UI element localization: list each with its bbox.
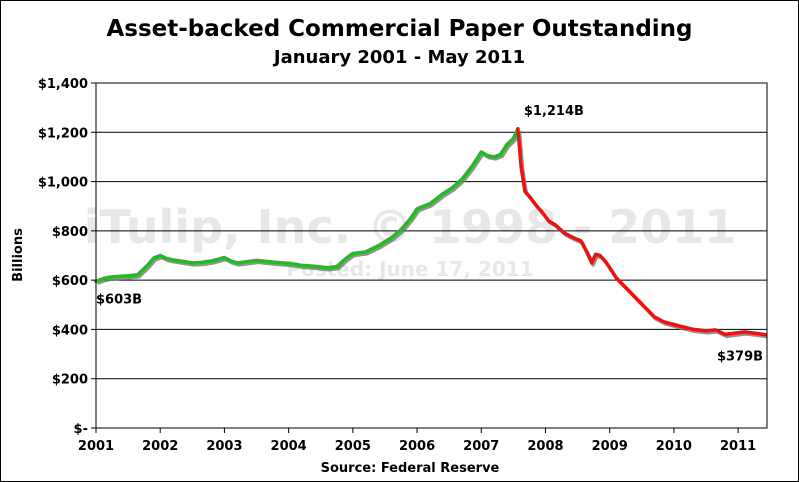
x-tick-label: 2011: [720, 439, 756, 454]
x-tick-label: 2006: [399, 439, 435, 454]
x-tick-label: 2007: [463, 439, 499, 454]
series-shadow-0: [96, 130, 521, 286]
x-tick-label: 2010: [656, 439, 692, 454]
y-tick-label: $1,000: [38, 176, 88, 191]
x-tick-label: 2003: [206, 439, 242, 454]
watermark-text: iTulip, Inc. © 1998 - 2011: [84, 200, 737, 254]
data-label: $603B: [96, 292, 142, 307]
chart-title: Asset-backed Commercial Paper Outstandin…: [106, 16, 693, 42]
source-note: Source: Federal Reserve: [321, 461, 500, 476]
y-axis-title: Billions: [11, 228, 26, 282]
series-line-1: [516, 127, 767, 337]
series-layer: [94, 127, 767, 339]
x-tick-label: 2001: [78, 439, 114, 454]
x-tick-label: 2008: [527, 439, 563, 454]
x-tick-label: 2009: [592, 439, 628, 454]
x-tick-label: 2004: [271, 439, 307, 454]
x-tick-label: 2005: [335, 439, 371, 454]
y-tick-label: $400: [52, 323, 88, 338]
y-tick-label: $-: [74, 422, 88, 437]
chart-subtitle: January 2001 - May 2011: [273, 47, 526, 68]
y-tick-label: $800: [52, 225, 88, 240]
axes-layer: $- $200 $400 $600 $800 $1,000 $1,200 $1,400 2001…: [38, 77, 768, 454]
y-tick-label: $200: [52, 373, 88, 388]
grid-layer: [96, 82, 767, 380]
plot-area-border: [95, 82, 768, 429]
watermark-layer: iTulip, Inc. © 1998 - 2011 Posted: June …: [84, 200, 737, 281]
series-line-0: [94, 127, 520, 284]
y-tick-label: $1,400: [38, 77, 88, 92]
x-tick-label: 2002: [142, 439, 178, 454]
data-label: $1,214B: [524, 104, 584, 119]
annotation-layer: $603B $1,214B $379B: [96, 104, 763, 365]
y-tick-label: $600: [52, 274, 88, 289]
data-label: $379B: [717, 350, 763, 365]
y-tick-label: $1,200: [38, 126, 88, 141]
